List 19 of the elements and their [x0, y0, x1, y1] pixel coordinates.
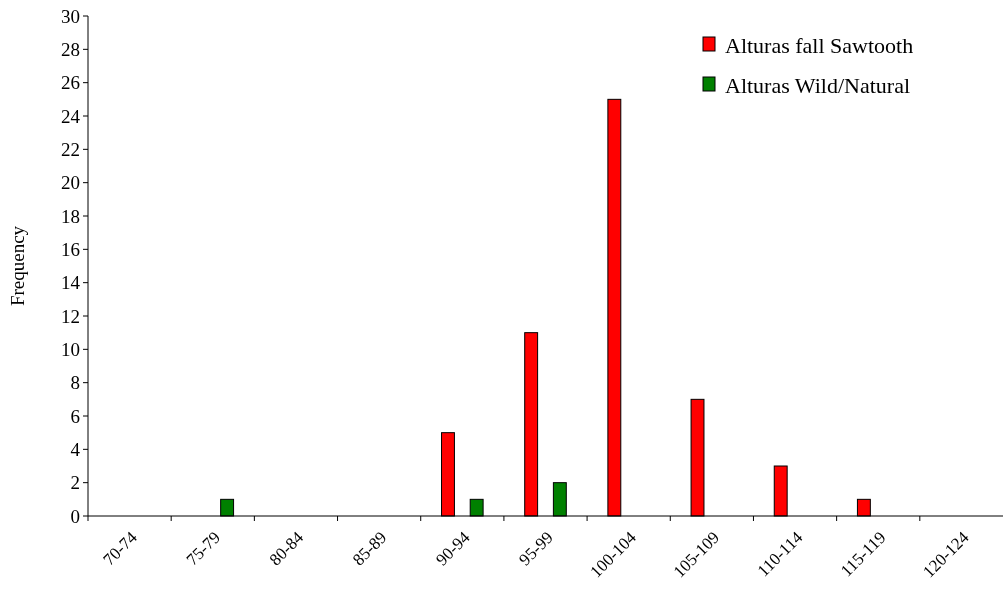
y-tick-label: 8 — [70, 372, 80, 394]
y-tick-label: 22 — [61, 138, 80, 160]
y-tick-label: 4 — [70, 438, 81, 460]
y-tick-label: 18 — [61, 205, 80, 227]
y-tick-label: 0 — [70, 505, 80, 527]
y-tick-label: 14 — [61, 272, 81, 294]
y-tick-label: 26 — [61, 72, 80, 94]
y-tick-label: 6 — [70, 405, 80, 427]
legend-label: Alturas Wild/Natural — [725, 72, 911, 98]
y-tick-label: 28 — [61, 38, 80, 60]
y-tick-label: 30 — [61, 5, 80, 27]
y-axis-title: Frequency — [7, 225, 28, 307]
y-tick-label: 2 — [70, 472, 80, 494]
y-tick-label: 10 — [61, 338, 80, 360]
y-tick-label: 24 — [61, 105, 81, 127]
legend-label: Alturas fall Sawtooth — [725, 32, 914, 58]
y-tick-label: 16 — [61, 238, 80, 260]
y-tick-label: 20 — [61, 172, 80, 194]
y-tick-label: 12 — [61, 305, 80, 327]
